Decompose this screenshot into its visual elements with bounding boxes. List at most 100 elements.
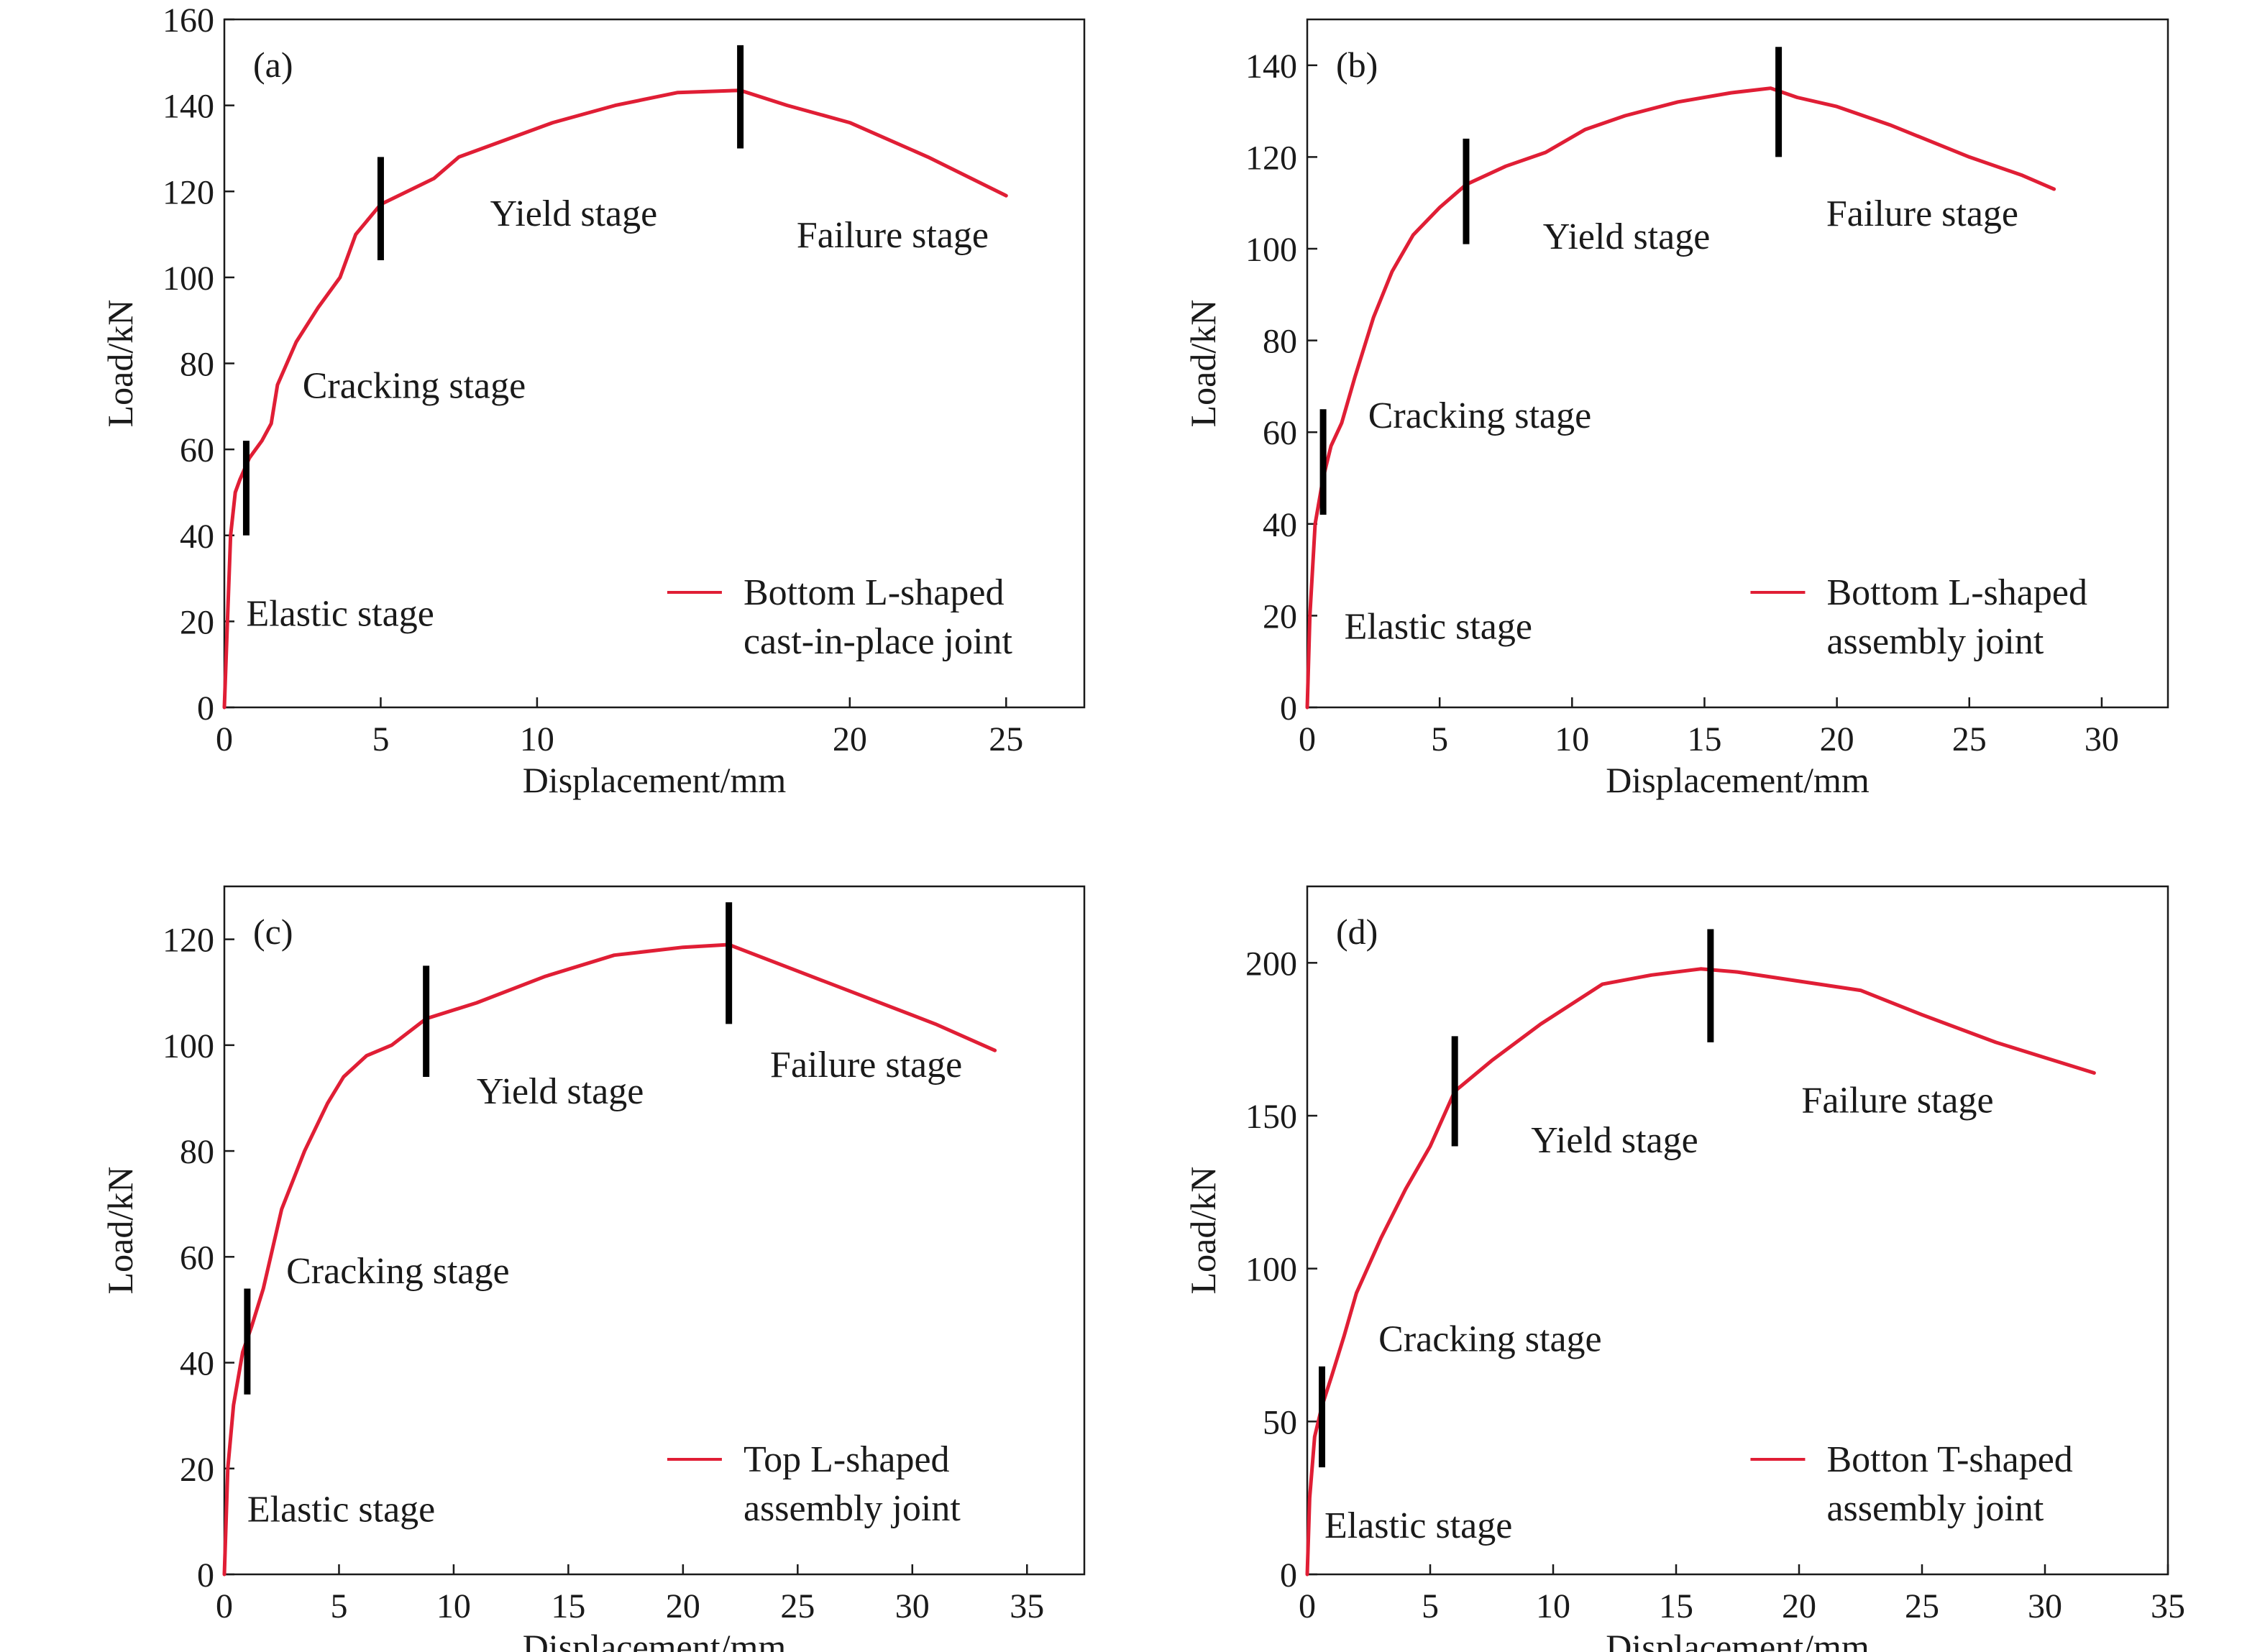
stage-annotation: Cracking stage — [303, 365, 526, 406]
y-tick-label: 80 — [1263, 323, 1297, 361]
y-tick-label: 120 — [163, 922, 214, 960]
legend-entry: assembly joint — [1826, 621, 2044, 662]
x-tick-label: 5 — [1431, 720, 1448, 758]
stage-annotation: Cracking stage — [1368, 395, 1591, 436]
stage-annotation: Failure stage — [770, 1045, 962, 1086]
y-tick-label: 120 — [163, 173, 214, 211]
y-tick-label: 50 — [1263, 1403, 1297, 1441]
stage-annotation: Failure stage — [1801, 1080, 1993, 1121]
y-tick-label: 120 — [1245, 139, 1297, 177]
y-tick-label: 100 — [163, 1027, 214, 1065]
stage-annotation: Elastic stage — [1324, 1505, 1512, 1546]
y-tick-label: 100 — [1245, 1251, 1297, 1289]
y-tick-label: 80 — [180, 346, 214, 384]
x-axis-label: Displacement/mm — [1606, 1627, 1870, 1652]
y-tick-label: 40 — [180, 518, 214, 556]
y-tick-label: 200 — [1245, 945, 1297, 983]
x-tick-label: 10 — [1536, 1587, 1570, 1625]
x-tick-label: 25 — [989, 720, 1023, 758]
x-tick-label: 25 — [1905, 1587, 1939, 1625]
legend-entry: Bottom L-shaped — [1826, 572, 2087, 613]
x-tick-label: 10 — [520, 720, 554, 758]
x-tick-label: 0 — [216, 1587, 233, 1625]
x-tick-label: 0 — [1299, 1587, 1316, 1625]
stage-annotation: Elastic stage — [247, 1489, 435, 1530]
x-tick-label: 35 — [2151, 1587, 2185, 1625]
y-tick-label: 0 — [1280, 689, 1297, 728]
y-tick-label: 160 — [163, 1, 214, 40]
x-tick-label: 5 — [372, 720, 389, 758]
stage-annotation: Yield stage — [1543, 216, 1711, 257]
y-tick-label: 20 — [180, 603, 214, 641]
x-tick-label: 5 — [330, 1587, 347, 1625]
stage-annotation: Cracking stage — [1378, 1319, 1601, 1360]
x-axis-label: Displacement/mm — [523, 1627, 787, 1652]
stage-annotation: Yield stage — [477, 1071, 644, 1112]
legend-entry: assembly joint — [743, 1488, 961, 1529]
chart-panel-4: 0 5 10 15 20 25 30 35 0 50 100 150 200 Displacement/m… — [1183, 885, 2185, 1652]
y-tick-label: 40 — [1263, 506, 1297, 544]
plot-frame — [223, 885, 1086, 1576]
y-tick-label: 20 — [180, 1451, 214, 1489]
stage-annotation: Yield stage — [1531, 1120, 1698, 1161]
x-axis-label: Displacement/mm — [523, 760, 787, 800]
y-tick-label: 100 — [1245, 231, 1297, 269]
x-tick-label: 15 — [1687, 720, 1721, 758]
y-axis-label: Load/kN — [1183, 300, 1223, 428]
series-line — [222, 88, 1008, 710]
x-tick-label: 10 — [1555, 720, 1589, 758]
x-tick-label: 30 — [895, 1587, 930, 1625]
chart-panel-3: 0 5 10 15 20 25 30 35 0 20 40 60 80 100 120 Displacemen… — [100, 885, 1086, 1652]
series-line — [1305, 86, 2056, 710]
stage-annotation: Yield stage — [490, 193, 658, 234]
y-axis-label: Load/kN — [1183, 1167, 1223, 1295]
y-tick-label: 60 — [180, 431, 214, 469]
x-tick-label: 35 — [1010, 1587, 1044, 1625]
x-tick-label: 25 — [1952, 720, 1987, 758]
x-axis-label: Displacement/mm — [1606, 760, 1870, 800]
x-tick-label: 5 — [1422, 1587, 1439, 1625]
panel-label: (c) — [253, 912, 293, 952]
x-tick-label: 30 — [2085, 720, 2119, 758]
y-tick-label: 150 — [1245, 1098, 1297, 1136]
x-tick-label: 30 — [2028, 1587, 2062, 1625]
stage-annotation: Cracking stage — [286, 1251, 509, 1292]
panel-label: (d) — [1336, 912, 1378, 952]
y-tick-label: 140 — [1245, 47, 1297, 86]
chart-panel-2: 0 5 10 15 20 25 30 0 20 40 60 80 100 120 140 Displaceme… — [1183, 18, 2169, 800]
y-axis-label: Load/kN — [100, 300, 140, 428]
chart-panel-1: 0 5 10 20 25 0 20 40 60 80 100 120 140 160 Displacemen… — [100, 1, 1086, 800]
stage-annotation: Failure stage — [797, 215, 989, 256]
x-tick-label: 20 — [1782, 1587, 1816, 1625]
y-tick-label: 40 — [180, 1345, 214, 1383]
y-axis-label: Load/kN — [100, 1167, 140, 1295]
legend-entry: Botton T-shaped — [1826, 1439, 2072, 1480]
x-tick-label: 15 — [551, 1587, 585, 1625]
legend-entry: assembly joint — [1826, 1488, 2044, 1529]
x-tick-label: 0 — [1299, 720, 1316, 758]
y-tick-label: 0 — [1280, 1556, 1297, 1594]
legend-entry: cast-in-place joint — [743, 621, 1013, 662]
stage-annotation: Elastic stage — [246, 593, 434, 634]
legend-entry: Bottom L-shaped — [743, 572, 1005, 613]
y-tick-label: 80 — [180, 1133, 214, 1171]
x-tick-label: 0 — [216, 720, 233, 758]
series-line — [1305, 967, 2096, 1577]
panel-label: (a) — [253, 45, 293, 85]
x-tick-label: 20 — [1820, 720, 1854, 758]
y-tick-label: 20 — [1263, 597, 1297, 635]
x-tick-label: 20 — [666, 1587, 700, 1625]
y-tick-label: 140 — [163, 88, 214, 126]
y-tick-label: 0 — [197, 1556, 214, 1594]
stage-annotation: Failure stage — [1826, 193, 2018, 234]
x-tick-label: 10 — [436, 1587, 471, 1625]
y-tick-label: 60 — [1263, 414, 1297, 452]
plot-frame — [1306, 18, 2169, 709]
plot-frame — [1306, 885, 2169, 1576]
stage-annotation: Elastic stage — [1345, 606, 1532, 647]
y-tick-label: 100 — [163, 260, 214, 298]
x-tick-label: 20 — [833, 720, 867, 758]
x-tick-label: 15 — [1659, 1587, 1693, 1625]
panel-label: (b) — [1336, 45, 1378, 85]
